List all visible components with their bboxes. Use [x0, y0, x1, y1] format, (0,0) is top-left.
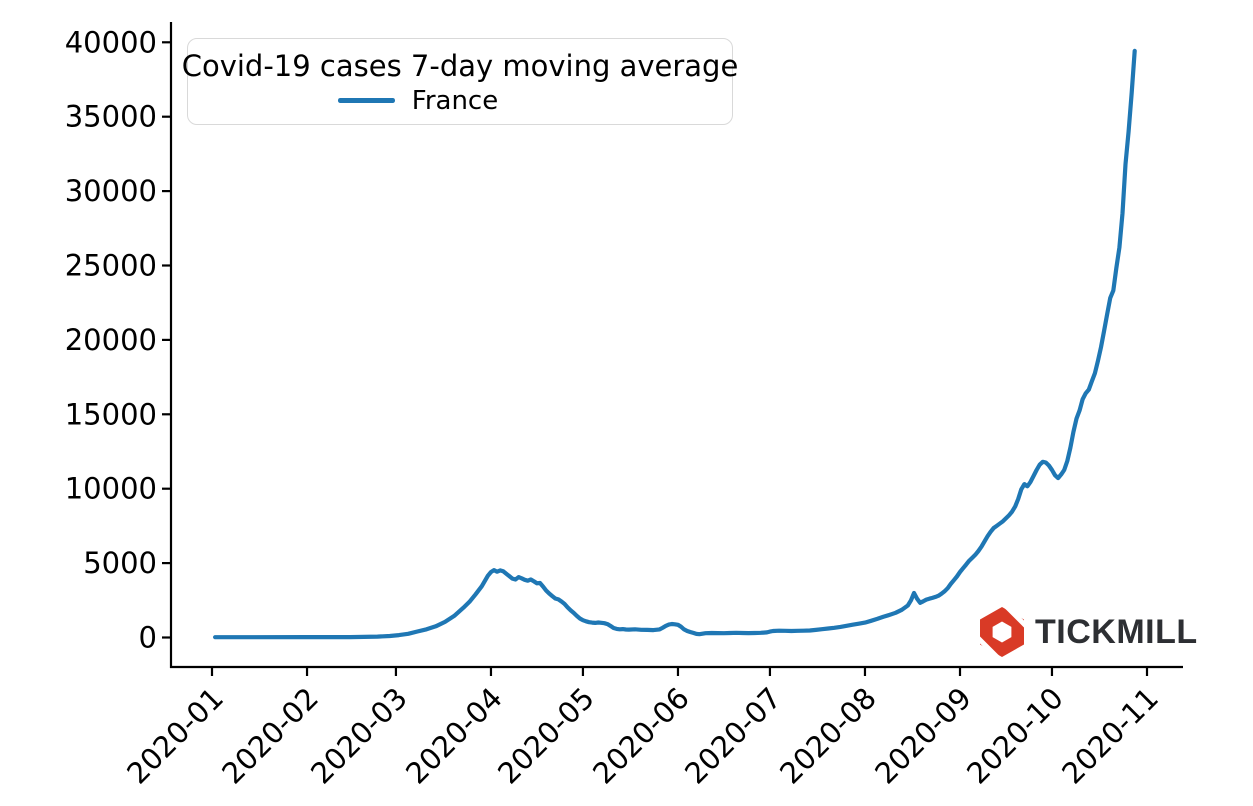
tickmill-wordmark: TICKMILL [1035, 613, 1198, 651]
y-tick-label: 25000 [65, 249, 157, 283]
legend-entry-label: France [411, 85, 499, 116]
legend-line-swatch [337, 98, 395, 103]
x-tick-label: 2020-08 [773, 681, 883, 791]
x-tick-label: 2020-10 [960, 681, 1070, 791]
x-tick-label: 2020-07 [678, 681, 788, 791]
legend-title: Covid-19 cases 7-day moving average [181, 48, 739, 83]
y-tick-label: 10000 [65, 472, 157, 506]
tickmill-hexagon-icon [978, 606, 1026, 658]
y-tick-label: 35000 [65, 100, 157, 134]
x-tick-label: 2020-11 [1055, 681, 1165, 791]
x-tick-label: 2020-03 [304, 681, 414, 791]
x-tick-label: 2020-06 [586, 681, 696, 791]
y-tick-label: 0 [139, 621, 157, 655]
y-tick-label: 5000 [83, 546, 157, 580]
tickmill-watermark: TICKMILL [978, 606, 1198, 658]
y-tick-label: 15000 [65, 397, 157, 431]
series-line-france [213, 48, 1137, 640]
x-tick-label: 2020-04 [399, 681, 509, 791]
x-tick-label: 2020-01 [120, 681, 230, 791]
x-tick-label: 2020-02 [215, 681, 325, 791]
chart-legend: Covid-19 cases 7-day moving average Fran… [182, 38, 738, 125]
x-tick-label: 2020-09 [868, 681, 978, 791]
x-tick-label: 2020-05 [491, 681, 601, 791]
y-tick-label: 30000 [65, 174, 157, 208]
y-tick-label: 40000 [65, 25, 157, 59]
y-tick-label: 20000 [65, 323, 157, 357]
legend-entry-france: France [337, 85, 499, 116]
